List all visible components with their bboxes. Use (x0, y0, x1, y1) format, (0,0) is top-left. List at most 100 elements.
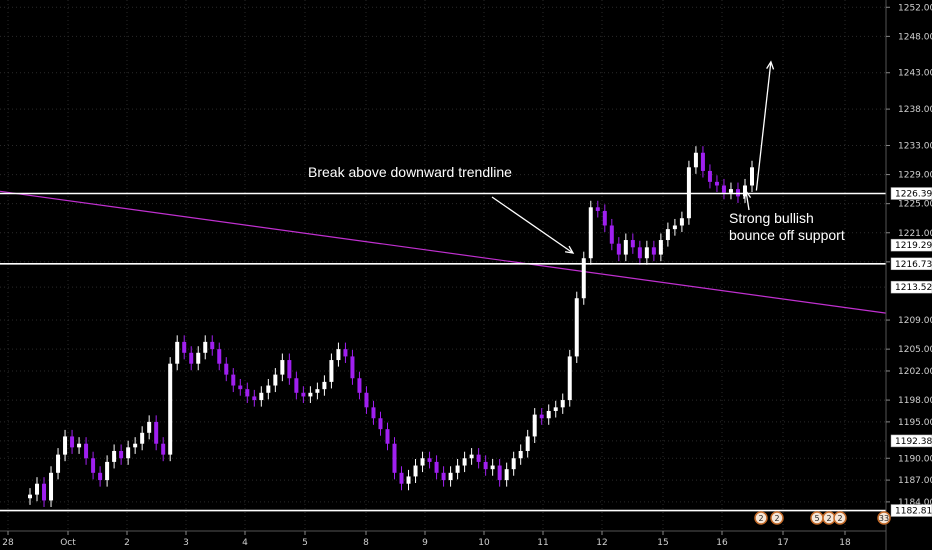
price-tick-label: 1209.000 (898, 316, 932, 326)
candle-body (707, 170, 712, 182)
candle-body (560, 400, 565, 408)
candle-body (287, 360, 292, 379)
time-tick-label: 11 (537, 538, 548, 548)
time-axis: 28 Oct 2 3 4 5 8 9 10 11 12 15 16 17 18 (0, 530, 886, 548)
candle-body (77, 443, 82, 448)
candle-body (385, 429, 390, 444)
event-badge[interactable]: 33 (877, 511, 891, 525)
candle-body (532, 414, 537, 437)
candle-body (399, 472, 404, 484)
time-tick-label: 4 (242, 538, 248, 548)
event-badge[interactable]: 2 (822, 511, 836, 525)
candle-body (476, 454, 481, 462)
event-badge[interactable]: 2 (754, 511, 768, 525)
support-levels (0, 192, 886, 512)
time-tick-label: Oct (60, 538, 76, 548)
candle-body (343, 349, 348, 357)
event-badges[interactable]: 2 2 5 2 2 33 (754, 511, 891, 525)
event-badge-circle (770, 511, 784, 525)
candle-body (455, 465, 460, 473)
price-marker-label: 1213.522 (895, 283, 932, 293)
price-marker-box (890, 504, 932, 517)
candle-body (644, 247, 649, 259)
candle-body (539, 414, 544, 419)
event-badge[interactable]: 5 (810, 511, 824, 525)
candle-body (750, 167, 754, 186)
time-tick-label: 8 (363, 538, 369, 548)
trendline-layer (0, 190, 887, 314)
time-tick-label: 5 (302, 538, 308, 548)
candle-body (553, 407, 558, 411)
event-badge-label: 2 (826, 514, 831, 523)
candle-body (511, 458, 516, 470)
annotation-bullish-line2: bounce off support (729, 227, 845, 243)
candle-body (175, 341, 180, 364)
time-tick-label: 18 (839, 538, 851, 548)
time-tick-label: 3 (183, 538, 189, 548)
candle-body (441, 472, 446, 481)
price-tick-label: 1243.000 (898, 69, 932, 79)
candle-body (714, 181, 719, 186)
price-tick-label: 1190.000 (898, 454, 932, 464)
price-tick-label: 1198.000 (898, 396, 932, 406)
candle-body (595, 207, 600, 211)
candle-body (273, 374, 278, 386)
candle-body (742, 185, 747, 197)
annotation-bullish-line1: Strong bullish (729, 210, 814, 226)
event-badge[interactable]: 2 (833, 511, 847, 525)
candle-body (602, 210, 607, 226)
price-marker-label: 1216.737 (895, 260, 932, 270)
price-marker-box (890, 187, 932, 200)
arrow-to-support (745, 190, 750, 211)
candle-body (126, 447, 131, 459)
candle-body (392, 443, 397, 473)
candle-body (133, 443, 138, 448)
downward-trendline (0, 190, 887, 314)
candle-body (301, 392, 306, 397)
candle-body (630, 240, 635, 248)
candle-body (574, 298, 579, 357)
candle-body (35, 483, 40, 495)
projection-arrow-head (766, 60, 775, 70)
arrow-to-breakout (491, 196, 574, 254)
candle-body (350, 356, 355, 379)
candle-body (280, 360, 285, 375)
candle-body (462, 458, 467, 466)
candle-body (91, 458, 96, 473)
candle-body (322, 381, 327, 390)
candle-body (665, 229, 670, 241)
candle-body (112, 450, 117, 462)
candle-body (616, 243, 621, 255)
price-marker-box (890, 434, 932, 448)
annotation-break-trendline: Break above downward trendline (308, 164, 512, 180)
time-tick-label: 10 (478, 538, 490, 548)
candle-body (203, 341, 208, 353)
time-tick-label: 17 (777, 538, 788, 548)
event-badge-circle (877, 511, 891, 525)
candle-body (434, 461, 439, 473)
candle-body (728, 189, 733, 193)
candle-body (378, 418, 383, 430)
event-badge-label: 2 (774, 514, 779, 523)
price-tick-label: 1229.000 (898, 171, 932, 181)
price-marker-label: 1192.384 (895, 437, 932, 447)
candle-body (315, 389, 320, 393)
candle-body (210, 341, 215, 350)
candle-body (700, 152, 705, 171)
price-tick-label: 1195.000 (898, 418, 932, 428)
price-marker-box (890, 238, 932, 252)
price-tick-label: 1252.000 (898, 3, 932, 13)
candle-body (427, 458, 432, 462)
candle-body (693, 152, 698, 168)
candle-body (238, 385, 243, 390)
candle-body (357, 378, 362, 393)
candle-body (154, 421, 159, 444)
candle-body (336, 349, 341, 361)
candle-body (581, 258, 586, 299)
candle-body (329, 360, 334, 382)
candle-body (161, 443, 166, 455)
event-badge-label: 2 (758, 514, 763, 523)
event-badge[interactable]: 2 (770, 511, 784, 525)
